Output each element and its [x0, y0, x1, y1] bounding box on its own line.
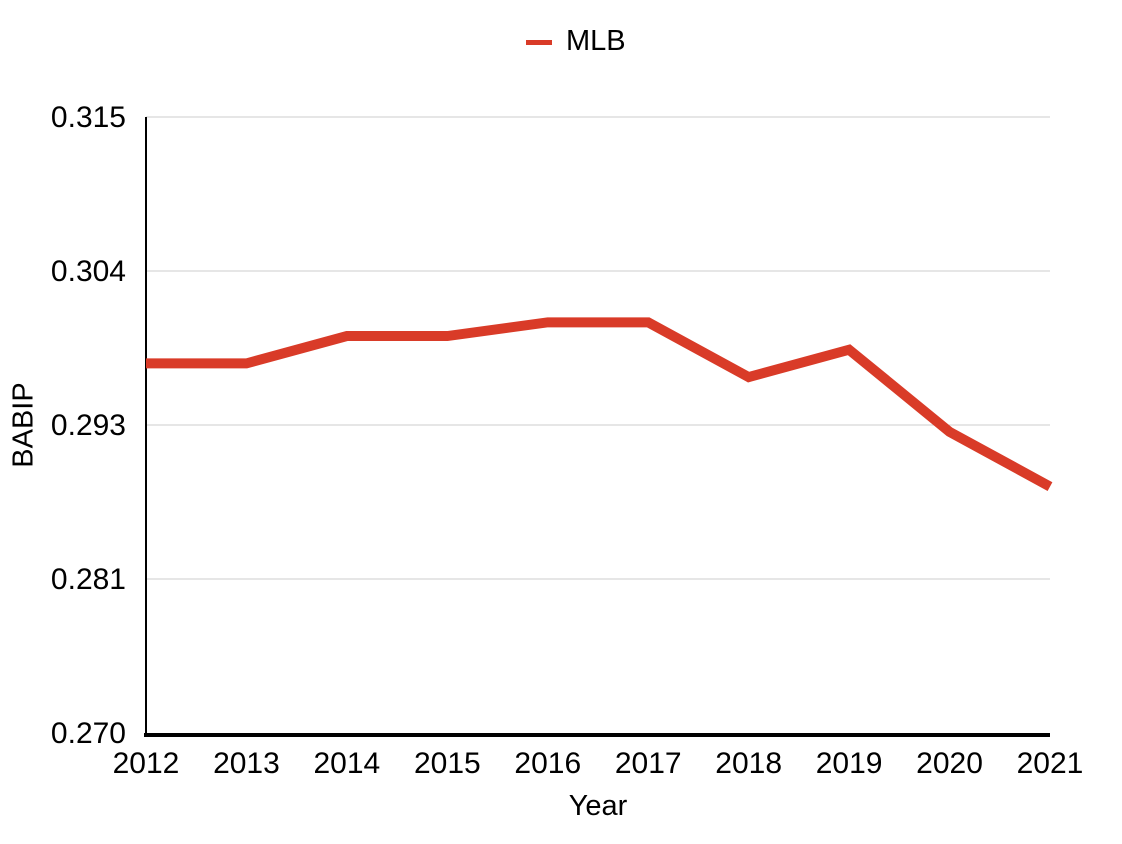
y-tick-label: 0.315	[51, 101, 126, 134]
x-tick-label: 2018	[715, 747, 782, 780]
legend-series-label: MLB	[566, 25, 626, 57]
y-tick-label: 0.270	[51, 717, 126, 750]
x-tick-label: 2013	[213, 747, 280, 780]
x-tick-label: 2012	[113, 747, 180, 780]
chart-legend: MLB	[526, 27, 626, 58]
x-tick-label: 2020	[916, 747, 983, 780]
x-axis-title: Year	[568, 790, 628, 822]
y-tick-label: 0.293	[51, 409, 126, 442]
y-axis-title: BABIP	[7, 382, 40, 468]
y-tick-label: 0.304	[51, 255, 126, 288]
x-tick-label: 2015	[414, 747, 481, 780]
x-tick-label: 2017	[615, 747, 682, 780]
x-tick-label: 2014	[314, 747, 381, 780]
y-tick-label: 0.281	[51, 563, 126, 596]
legend-line-swatch	[526, 40, 552, 45]
x-tick-label: 2016	[514, 747, 581, 780]
series-line-mlb	[146, 317, 1053, 491]
x-tick-label: 2019	[816, 747, 883, 780]
x-tick-label: 2021	[1017, 747, 1084, 780]
